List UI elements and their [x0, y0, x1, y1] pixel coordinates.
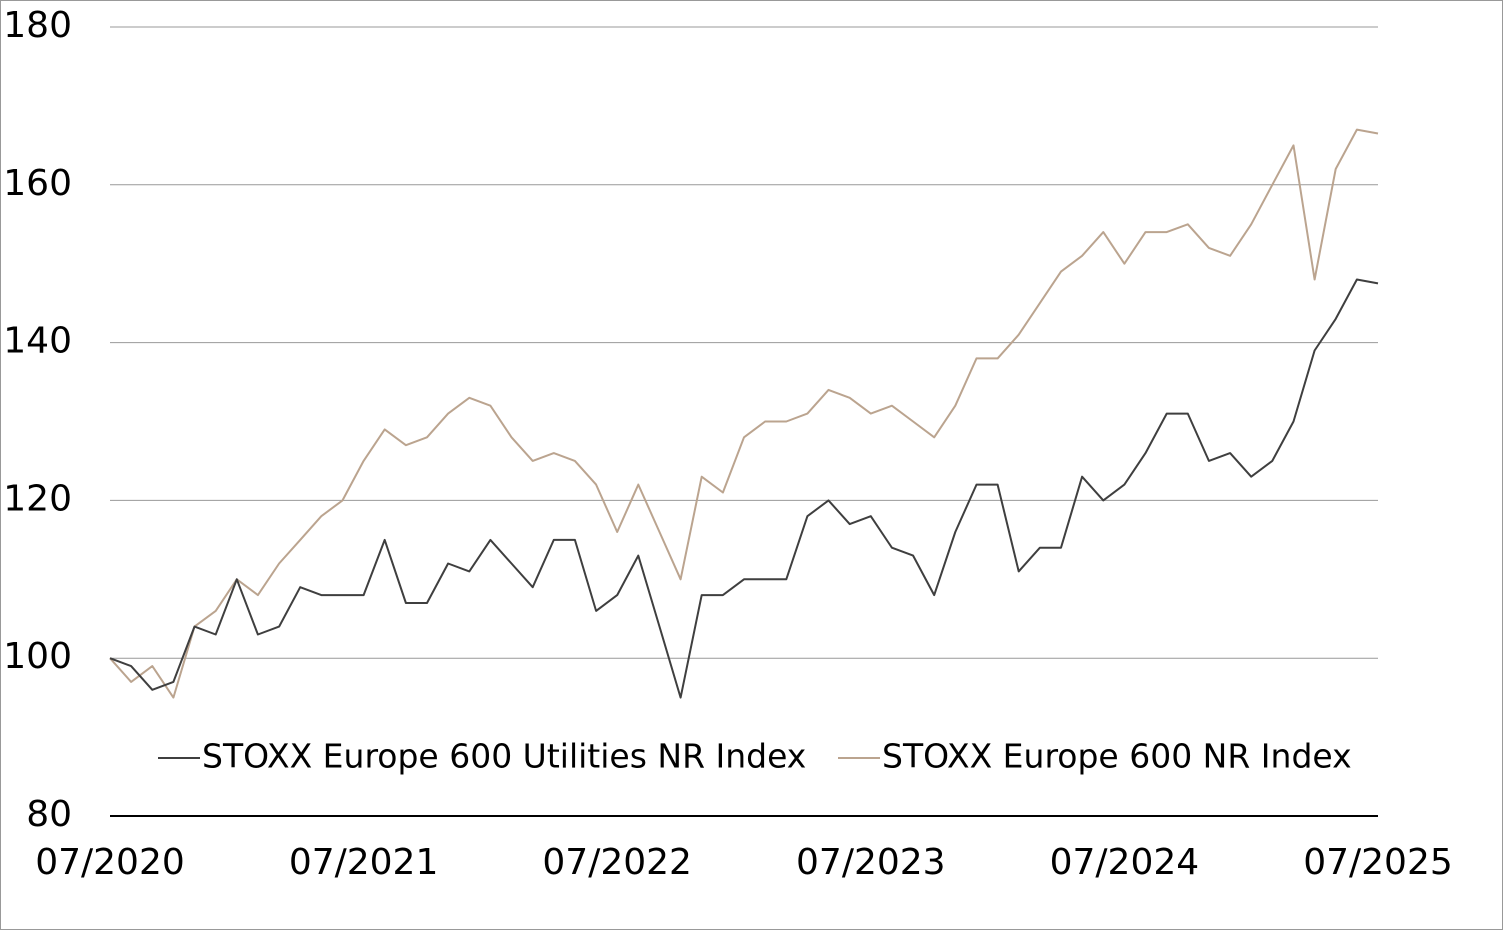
y-tick-label: 140: [3, 321, 72, 362]
y-tick-label: 160: [3, 163, 72, 204]
y-tick-label: 120: [3, 478, 72, 519]
y-tick-label: 180: [3, 5, 72, 46]
legend-label: STOXX Europe 600 NR Index: [882, 737, 1352, 776]
y-tick-label: 100: [3, 636, 72, 677]
x-tick-label: 07/2025: [1303, 842, 1453, 883]
series-line: [109, 278, 1379, 699]
x-tick-label: 07/2024: [1050, 842, 1200, 883]
x-tick-label: 07/2022: [542, 842, 692, 883]
x-tick-label: 07/2023: [796, 842, 946, 883]
y-tick-label: 80: [26, 794, 72, 835]
x-tick-label: 07/2021: [289, 842, 439, 883]
series-line: [109, 128, 1379, 699]
x-tick-label: 07/2020: [35, 842, 185, 883]
legend-label: STOXX Europe 600 Utilities NR Index: [202, 737, 806, 776]
